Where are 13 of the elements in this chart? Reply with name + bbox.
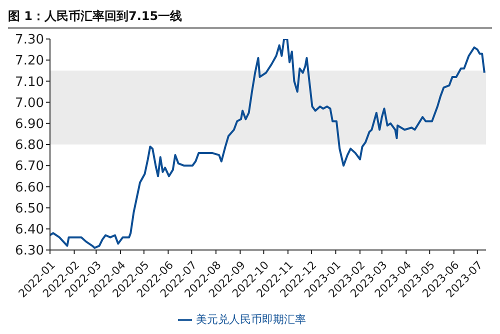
y-tick-label: 7.00 [15,96,44,111]
y-tick-label: 6.40 [15,222,44,238]
y-tick-label: 7.30 [15,32,44,48]
y-tick-label: 6.80 [15,138,44,154]
y-tick-label: 6.30 [15,244,44,259]
y-tick-label: 6.60 [15,180,44,196]
y-tick-label: 7.10 [15,74,44,90]
y-tick-label: 6.70 [15,159,44,174]
y-tick-label: 6.90 [15,117,44,132]
y-tick-label: 6.50 [15,201,44,216]
chart-title: 图 1：人民币汇率回到7.15一线 [8,8,492,29]
legend-label: 美元兑人民币即期汇率 [196,313,306,326]
y-tick-label: 7.20 [15,54,44,69]
